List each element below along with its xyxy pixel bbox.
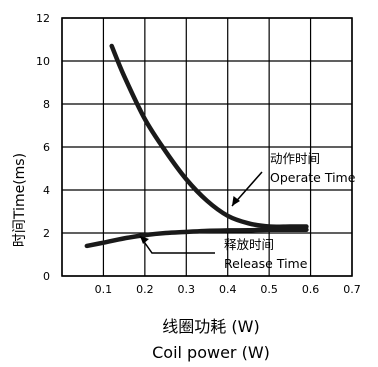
- x-axis-label-cn: 线圈功耗 (W): [162, 317, 259, 336]
- release-time-annotation: 释放时间 Release Time: [139, 235, 308, 271]
- operate-arrowhead: [232, 196, 240, 206]
- x-tick-label: 0.1: [95, 283, 113, 296]
- x-tick-label: 0.4: [219, 283, 237, 296]
- release-arrowhead: [140, 236, 149, 244]
- y-axis-label: 时间Time(ms): [12, 153, 28, 247]
- release-time-curve: [84, 227, 309, 249]
- y-tick-labels: 0 2 4 6 8 10 12: [36, 12, 50, 283]
- y-tick-label: 4: [43, 184, 50, 197]
- x-tick-label: 0.5: [260, 283, 278, 296]
- operate-label-en: Operate Time: [270, 170, 356, 185]
- x-tick-labels: 0.1 0.2 0.3 0.4 0.5 0.6 0.7: [95, 283, 361, 296]
- grid: [61, 17, 353, 277]
- release-label-cn: 释放时间: [224, 237, 274, 252]
- operate-time-curve: [109, 43, 309, 230]
- series-lines: [84, 43, 309, 249]
- operate-time-annotation: 动作时间 Operate Time: [231, 151, 356, 207]
- x-tick-label: 0.6: [302, 283, 320, 296]
- y-tick-label: 12: [36, 12, 50, 25]
- release-label-en: Release Time: [224, 256, 308, 271]
- y-tick-label: 10: [36, 55, 50, 68]
- plot-frame: [61, 17, 353, 277]
- x-axis-label-en: Coil power (W): [152, 343, 270, 362]
- y-tick-label: 6: [43, 141, 50, 154]
- release-pointer-line: [139, 235, 215, 254]
- y-tick-label: 2: [43, 227, 50, 240]
- operate-label-cn: 动作时间: [270, 151, 320, 166]
- y-tick-label: 8: [43, 98, 50, 111]
- x-tick-label: 0.2: [136, 283, 154, 296]
- x-tick-label: 0.3: [178, 283, 196, 296]
- y-tick-label: 0: [43, 270, 50, 283]
- x-tick-label: 0.7: [343, 283, 361, 296]
